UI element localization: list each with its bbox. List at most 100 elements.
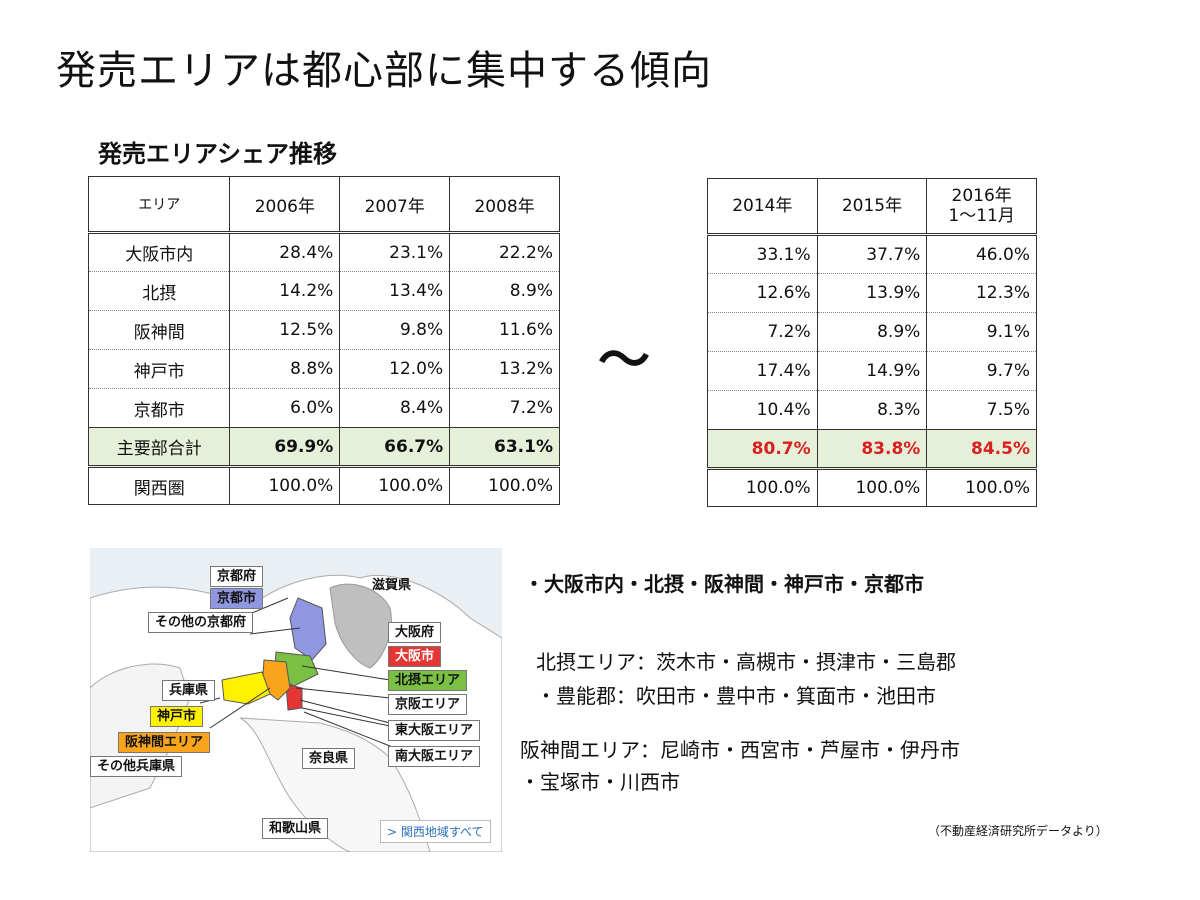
share-value: 22.2% bbox=[449, 232, 560, 272]
share-value: 12.0% bbox=[339, 349, 451, 389]
share-value: 9.7% bbox=[926, 351, 1037, 391]
map-label-hanshin: 阪神間エリア bbox=[118, 732, 211, 753]
table-row: 神戸市 8.8% 12.0% 13.2% bbox=[87, 349, 560, 389]
map-label-kyoto-city: 京都市 bbox=[210, 588, 264, 609]
total-row: 100.0% 100.0% 100.0% bbox=[707, 468, 1037, 507]
table-row: 10.4% 8.3% 7.5% bbox=[707, 390, 1037, 430]
map-label-osaka-city: 大阪市 bbox=[388, 646, 442, 667]
area-name: 阪神間 bbox=[87, 310, 231, 350]
subtotal-row: 80.7% 83.8% 84.5% bbox=[707, 429, 1037, 470]
share-value: 14.9% bbox=[816, 351, 928, 391]
subtotal-value: 80.7% bbox=[707, 429, 818, 470]
page-title: 発売エリアは都心部に集中する傾向 bbox=[56, 48, 712, 94]
share-value: 8.8% bbox=[229, 349, 341, 389]
total-value: 100.0% bbox=[449, 466, 560, 505]
area-name: 神戸市 bbox=[87, 349, 231, 389]
share-value: 13.4% bbox=[339, 271, 451, 311]
share-value: 10.4% bbox=[707, 390, 818, 430]
header-2015: 2015年 bbox=[816, 178, 928, 236]
share-value: 8.4% bbox=[339, 388, 451, 428]
header-2007: 2007年 bbox=[339, 176, 451, 234]
map-label-kyoto-pref: 京都府 bbox=[210, 566, 264, 587]
total-label: 関西圏 bbox=[87, 466, 231, 505]
share-value: 7.2% bbox=[449, 388, 560, 428]
table-header-row: 2014年 2015年 2016年 1～11月 bbox=[707, 178, 1037, 236]
map-label-hokusetsu: 北摂エリア bbox=[388, 670, 468, 691]
share-value: 12.3% bbox=[926, 273, 1037, 313]
data-source-note: （不動産経済研究所データより） bbox=[928, 824, 1108, 838]
table-row: 33.1% 37.7% 46.0% bbox=[707, 234, 1037, 274]
map-label-kyoto-other: その他の京都府 bbox=[148, 612, 254, 633]
share-value: 8.3% bbox=[816, 390, 928, 430]
map-label-hyogo: 兵庫県 bbox=[162, 680, 216, 701]
share-table-2014-2016: 2014年 2015年 2016年 1～11月 33.1% 37.7% 46.0… bbox=[707, 178, 1037, 507]
total-value: 100.0% bbox=[229, 466, 341, 505]
map-label-osaka-pref: 大阪府 bbox=[388, 622, 442, 643]
map-label-kobe: 神戸市 bbox=[150, 706, 204, 727]
subtotal-value: 69.9% bbox=[229, 427, 341, 468]
table-row: 17.4% 14.9% 9.7% bbox=[707, 351, 1037, 391]
area-name: 大阪市内 bbox=[87, 232, 231, 272]
hanshin-definition-line1: 阪神間エリア：尼崎市・西宮市・芦屋市・伊丹市 bbox=[520, 738, 960, 762]
map-label-minami-osaka: 南大阪エリア bbox=[388, 746, 481, 767]
share-value: 23.1% bbox=[339, 232, 451, 272]
share-value: 14.2% bbox=[229, 271, 341, 311]
area-name: 京都市 bbox=[87, 388, 231, 428]
table-row: 北摂 14.2% 13.4% 8.9% bbox=[87, 271, 560, 311]
map-label-shiga: 滋賀県 bbox=[372, 578, 412, 593]
map-label-wakayama: 和歌山県 bbox=[262, 818, 329, 839]
total-value: 100.0% bbox=[926, 468, 1037, 507]
subtotal-label: 主要部合計 bbox=[87, 427, 231, 468]
all-kansai-link[interactable]: > 関西地域すべて bbox=[380, 820, 491, 843]
share-value: 46.0% bbox=[926, 234, 1037, 274]
share-value: 9.8% bbox=[339, 310, 451, 350]
table-header-row: エリア 2006年 2007年 2008年 bbox=[87, 176, 560, 234]
header-2016: 2016年 1～11月 bbox=[926, 178, 1037, 236]
tilde-separator: ～ bbox=[598, 331, 651, 391]
header-area: エリア bbox=[87, 176, 231, 234]
map-label-nara: 奈良県 bbox=[302, 748, 356, 769]
header-2014: 2014年 bbox=[707, 178, 818, 236]
total-value: 100.0% bbox=[816, 468, 928, 507]
share-value: 9.1% bbox=[926, 312, 1037, 352]
table-row: 阪神間 12.5% 9.8% 11.6% bbox=[87, 310, 560, 350]
share-value: 28.4% bbox=[229, 232, 341, 272]
subtotal-row: 主要部合計 69.9% 66.7% 63.1% bbox=[87, 427, 560, 468]
table-row: 7.2% 8.9% 9.1% bbox=[707, 312, 1037, 352]
table-row: 大阪市内 28.4% 23.1% 22.2% bbox=[87, 232, 560, 272]
subtotal-value: 63.1% bbox=[449, 427, 560, 468]
hokusetsu-definition-line2: ・豊能郡：吹田市・豊中市・箕面市・池田市 bbox=[536, 684, 936, 708]
share-value: 12.5% bbox=[229, 310, 341, 350]
area-name: 北摂 bbox=[87, 271, 231, 311]
share-table-2006-2008: エリア 2006年 2007年 2008年 大阪市内 28.4% 23.1% 2… bbox=[87, 176, 560, 505]
total-value: 100.0% bbox=[339, 466, 451, 505]
header-2008: 2008年 bbox=[449, 176, 560, 234]
share-value: 11.6% bbox=[449, 310, 560, 350]
share-value: 6.0% bbox=[229, 388, 341, 428]
share-value: 12.6% bbox=[707, 273, 818, 313]
subtotal-value: 83.8% bbox=[816, 429, 928, 470]
total-row: 関西圏 100.0% 100.0% 100.0% bbox=[87, 466, 560, 505]
share-value: 37.7% bbox=[816, 234, 928, 274]
table-row: 12.6% 13.9% 12.3% bbox=[707, 273, 1037, 313]
subtotal-value: 84.5% bbox=[926, 429, 1037, 470]
share-value: 8.9% bbox=[449, 271, 560, 311]
share-value: 33.1% bbox=[707, 234, 818, 274]
map-label-higashi-osaka: 東大阪エリア bbox=[388, 720, 481, 741]
map-label-hyogo-other: その他兵庫県 bbox=[90, 756, 183, 777]
subtotal-value: 66.7% bbox=[339, 427, 451, 468]
share-value: 7.2% bbox=[707, 312, 818, 352]
table-row: 京都市 6.0% 8.4% 7.2% bbox=[87, 388, 560, 428]
share-value: 8.9% bbox=[816, 312, 928, 352]
header-2006: 2006年 bbox=[229, 176, 341, 234]
main-areas-note: ・大阪市内・北摂・阪神間・神戸市・京都市 bbox=[524, 572, 924, 596]
share-value: 17.4% bbox=[707, 351, 818, 391]
table-title: 発売エリアシェア推移 bbox=[98, 140, 338, 168]
share-value: 13.9% bbox=[816, 273, 928, 313]
share-value: 13.2% bbox=[449, 349, 560, 389]
hokusetsu-definition-line1: 北摂エリア：茨木市・高槻市・摂津市・三島郡 bbox=[536, 650, 956, 674]
map-label-keihan: 京阪エリア bbox=[388, 694, 468, 715]
share-value: 7.5% bbox=[926, 390, 1037, 430]
total-value: 100.0% bbox=[707, 468, 818, 507]
kansai-area-map: 京都府 京都市 その他の京都府 滋賀県 大阪府 大阪市 北摂エリア 京阪エリア … bbox=[90, 548, 502, 852]
